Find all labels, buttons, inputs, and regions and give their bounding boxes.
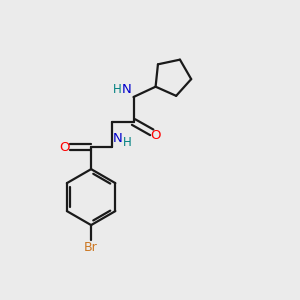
Text: N: N [113,132,123,145]
Text: Br: Br [84,241,98,254]
Text: N: N [121,82,131,95]
Text: H: H [123,136,131,148]
Text: H: H [113,82,122,95]
Text: O: O [150,129,160,142]
Text: O: O [59,141,70,154]
